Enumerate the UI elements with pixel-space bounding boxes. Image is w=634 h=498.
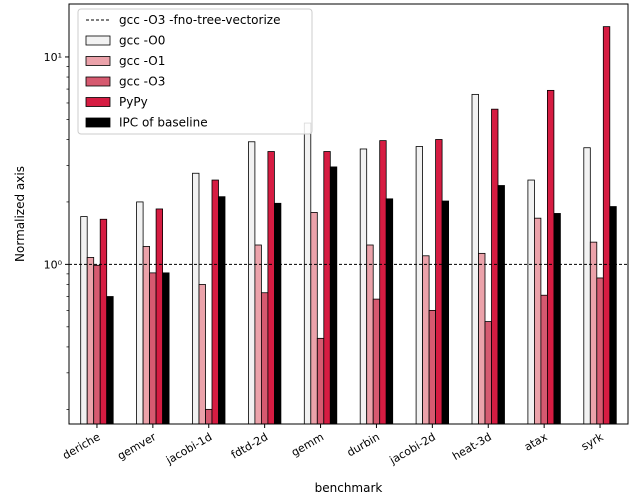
bar-gcc-o3-syrk bbox=[596, 277, 604, 425]
bar-gcc-o0-syrk bbox=[583, 147, 591, 425]
bar-ipc-of-baseline-gemm bbox=[329, 166, 338, 425]
bar-pypy-heat-3d bbox=[491, 108, 499, 425]
bar-pypy-gemver bbox=[155, 208, 164, 425]
y-tick-label: 10⁰ bbox=[44, 258, 63, 271]
legend-swatch bbox=[85, 117, 111, 128]
bar-gcc-o1-jacobi-1d bbox=[198, 284, 206, 425]
bar-gcc-o1-jacobi-2d bbox=[422, 255, 430, 425]
bar-gcc-o1-durbin bbox=[366, 244, 374, 425]
bar-ipc-of-baseline-atax bbox=[553, 213, 561, 425]
legend-swatch bbox=[85, 35, 111, 46]
bar-ipc-of-baseline-syrk bbox=[609, 206, 617, 425]
bar-gcc-o0-atax bbox=[527, 179, 535, 425]
x-tick-label-atax: atax bbox=[522, 430, 550, 454]
bar-gcc-o3-jacobi-2d bbox=[428, 309, 437, 425]
bar-gcc-o0-deriche bbox=[80, 216, 88, 425]
bar-gcc-o3-fdtd-2d bbox=[260, 292, 269, 425]
bar-ipc-of-baseline-fdtd-2d bbox=[273, 202, 282, 425]
legend-label: gcc -O3 -fno-tree-vectorize bbox=[119, 13, 280, 27]
bar-ipc-of-baseline-jacobi-2d bbox=[441, 200, 450, 425]
x-tick-label-deriche: deriche bbox=[60, 430, 102, 462]
bar-gcc-o3-jacobi-1d bbox=[205, 408, 213, 425]
bar-gcc-o0-gemver bbox=[136, 201, 144, 425]
legend-swatch bbox=[85, 56, 111, 66]
bar-pypy-atax bbox=[547, 89, 555, 425]
bar-gcc-o3-deriche bbox=[93, 264, 101, 425]
bar-pypy-jacobi-1d bbox=[211, 179, 219, 425]
bar-gcc-o3-durbin bbox=[372, 298, 381, 425]
bar-gcc-o3-atax bbox=[540, 294, 548, 425]
x-tick-label-gemver: gemver bbox=[115, 430, 159, 463]
bar-gcc-o0-heat-3d bbox=[471, 93, 479, 425]
bar-gcc-o1-syrk bbox=[589, 241, 598, 425]
bar-gcc-o3-gemver bbox=[149, 272, 157, 425]
bar-pypy-durbin bbox=[379, 140, 387, 425]
bar-gcc-o0-jacobi-1d bbox=[192, 172, 200, 425]
bar-gcc-o3-gemm bbox=[316, 337, 325, 425]
x-tick-label-fdtd-2d: fdtd-2d bbox=[229, 430, 270, 461]
plot-frame bbox=[68, 3, 629, 425]
bar-gcc-o1-gemver bbox=[142, 246, 151, 425]
bar-ipc-of-baseline-deriche bbox=[106, 296, 114, 425]
x-tick-label-heat-3d: heat-3d bbox=[450, 430, 494, 463]
x-axis-title: benchmark bbox=[315, 481, 383, 495]
bar-ipc-of-baseline-durbin bbox=[385, 198, 394, 425]
legend-box bbox=[77, 8, 313, 135]
bars-layer bbox=[80, 26, 617, 425]
legend-swatch bbox=[85, 97, 111, 107]
bar-pypy-syrk bbox=[602, 26, 611, 425]
bar-gcc-o0-fdtd-2d bbox=[247, 141, 256, 425]
bar-gcc-o1-atax bbox=[534, 217, 542, 425]
bar-gcc-o1-deriche bbox=[86, 257, 95, 425]
x-axis: deriche gemver jacobi-1d fdtd-2d gemm durbin j… bbox=[60, 424, 606, 467]
y-tick-label: 10¹ bbox=[44, 51, 62, 64]
bar-gcc-o0-gemm bbox=[303, 122, 312, 425]
bar-ipc-of-baseline-gemver bbox=[162, 272, 170, 425]
y-axis: 10⁰ 10¹ bbox=[44, 51, 69, 410]
legend-swatch bbox=[85, 76, 111, 87]
bar-gcc-o1-heat-3d bbox=[478, 252, 486, 425]
bar-ipc-of-baseline-heat-3d bbox=[497, 185, 505, 425]
bar-pypy-fdtd-2d bbox=[267, 151, 275, 425]
bar-gcc-o1-fdtd-2d bbox=[254, 244, 262, 425]
x-tick-label-jacobi-1d: jacobi-1d bbox=[163, 430, 214, 467]
bar-gcc-o1-gemm bbox=[310, 212, 318, 425]
bar-pypy-jacobi-2d bbox=[435, 139, 443, 425]
bar-pypy-gemm bbox=[323, 151, 331, 425]
bar-ipc-of-baseline-jacobi-1d bbox=[218, 196, 226, 425]
y-axis-title: Normalized axis bbox=[13, 166, 27, 262]
bar-gcc-o0-durbin bbox=[359, 148, 368, 425]
x-tick-label-gemm: gemm bbox=[289, 430, 326, 459]
legend-label: IPC of baseline bbox=[119, 116, 208, 130]
legend-label: gcc -O3 bbox=[119, 75, 165, 89]
legend-label: gcc -O1 bbox=[119, 54, 165, 68]
legend: gcc -O3 -fno-tree-vectorize gcc -O0 gcc -O… bbox=[77, 8, 313, 135]
legend-label: PyPy bbox=[119, 95, 148, 109]
bar-gcc-o0-jacobi-2d bbox=[415, 146, 424, 425]
x-tick-label-jacobi-2d: jacobi-2d bbox=[387, 430, 438, 467]
x-tick-label-syrk: syrk bbox=[579, 430, 606, 453]
bar-pypy-deriche bbox=[99, 218, 108, 425]
bar-gcc-o3-heat-3d bbox=[484, 321, 492, 425]
x-tick-label-durbin: durbin bbox=[345, 430, 382, 459]
legend-label: gcc -O0 bbox=[119, 34, 165, 48]
